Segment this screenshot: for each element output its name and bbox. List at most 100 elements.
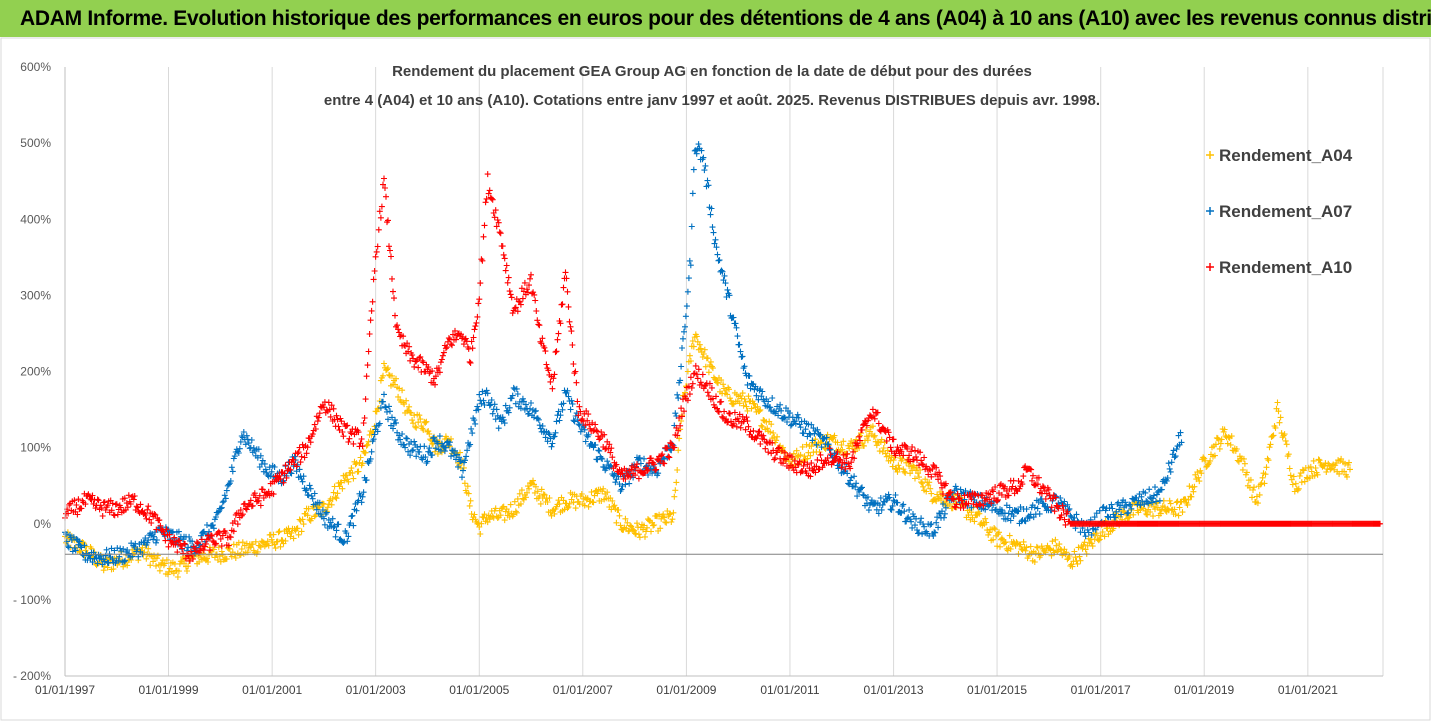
data-point bbox=[1249, 494, 1255, 501]
data-point bbox=[413, 453, 420, 460]
data-point bbox=[305, 492, 312, 499]
data-point bbox=[384, 408, 390, 415]
data-point bbox=[622, 515, 629, 522]
data-point bbox=[673, 479, 680, 486]
data-point bbox=[671, 493, 678, 500]
data-point bbox=[231, 453, 238, 460]
data-point bbox=[510, 384, 517, 391]
data-point bbox=[774, 433, 781, 440]
data-point bbox=[403, 397, 410, 404]
data-point bbox=[739, 390, 746, 397]
data-point bbox=[1033, 543, 1040, 550]
data-point bbox=[306, 482, 313, 489]
data-point bbox=[150, 558, 157, 565]
data-point bbox=[1194, 469, 1201, 475]
data-point bbox=[422, 454, 429, 461]
data-point bbox=[371, 268, 378, 274]
data-point bbox=[323, 509, 330, 516]
data-point bbox=[237, 438, 244, 445]
data-point bbox=[932, 496, 939, 503]
data-point bbox=[679, 413, 685, 420]
data-point bbox=[205, 559, 211, 565]
data-point bbox=[634, 520, 640, 527]
data-point bbox=[1272, 424, 1279, 431]
data-point bbox=[69, 548, 76, 555]
data-point bbox=[1322, 460, 1329, 467]
data-point bbox=[375, 226, 382, 233]
x-tick-label: 01/01/2013 bbox=[864, 683, 924, 697]
y-tick-label: 100% bbox=[20, 441, 51, 455]
data-point bbox=[1037, 552, 1044, 559]
data-point bbox=[1195, 474, 1202, 481]
data-point bbox=[1269, 433, 1276, 440]
data-point bbox=[314, 418, 321, 425]
data-point bbox=[596, 436, 603, 443]
data-point bbox=[217, 505, 224, 512]
data-point bbox=[573, 379, 580, 386]
data-point bbox=[799, 443, 806, 450]
data-point bbox=[243, 540, 250, 547]
data-point bbox=[502, 267, 509, 274]
data-point bbox=[411, 363, 418, 370]
data-point bbox=[848, 474, 855, 481]
data-point bbox=[128, 557, 135, 563]
data-point bbox=[756, 408, 763, 415]
data-point bbox=[225, 481, 232, 488]
y-tick-label: 300% bbox=[20, 288, 51, 302]
data-point bbox=[704, 389, 711, 396]
data-point bbox=[161, 560, 168, 567]
data-point bbox=[1034, 505, 1041, 512]
data-point bbox=[838, 442, 845, 448]
data-point bbox=[1062, 521, 1069, 528]
data-point bbox=[374, 428, 381, 435]
data-point bbox=[154, 552, 161, 559]
data-point bbox=[366, 331, 373, 337]
data-point bbox=[517, 500, 524, 507]
data-point bbox=[384, 366, 390, 373]
data-point bbox=[1254, 500, 1261, 507]
data-point bbox=[555, 330, 562, 337]
chart-outer-border bbox=[0, 37, 1431, 721]
data-point bbox=[455, 463, 461, 470]
data-point bbox=[1126, 514, 1133, 521]
data-point bbox=[1088, 540, 1095, 547]
title-layer: Rendement du placement GEA Group AG en f… bbox=[324, 63, 1100, 109]
data-point bbox=[412, 423, 419, 430]
data-point bbox=[976, 510, 983, 517]
data-point bbox=[218, 543, 225, 549]
data-point bbox=[357, 454, 364, 461]
data-point bbox=[350, 475, 357, 482]
data-point bbox=[110, 566, 117, 572]
data-point bbox=[751, 386, 758, 393]
data-point bbox=[569, 342, 576, 348]
data-point bbox=[894, 468, 901, 475]
data-point bbox=[687, 374, 694, 381]
data-point bbox=[429, 452, 436, 459]
data-point bbox=[381, 360, 387, 367]
data-point bbox=[484, 171, 491, 178]
data-point bbox=[1294, 487, 1301, 494]
data-point bbox=[390, 288, 396, 295]
data-point bbox=[492, 505, 499, 512]
data-point bbox=[1166, 465, 1173, 472]
data-point bbox=[709, 365, 716, 372]
data-point bbox=[648, 528, 654, 535]
data-point bbox=[186, 533, 193, 540]
data-point bbox=[1144, 511, 1151, 518]
data-point bbox=[547, 378, 554, 385]
data-point bbox=[712, 236, 719, 243]
data-point bbox=[497, 230, 504, 237]
data-point bbox=[94, 496, 101, 503]
data-point bbox=[548, 443, 555, 450]
data-point bbox=[507, 291, 514, 298]
data-point bbox=[938, 497, 944, 504]
data-point bbox=[684, 288, 691, 295]
data-point bbox=[600, 485, 607, 492]
data-point bbox=[910, 462, 916, 469]
data-point bbox=[1146, 486, 1153, 493]
data-point bbox=[635, 475, 642, 482]
data-point bbox=[834, 439, 841, 446]
data-point bbox=[693, 333, 700, 340]
data-point bbox=[878, 436, 885, 443]
x-tick-label: 01/01/2021 bbox=[1278, 683, 1338, 697]
